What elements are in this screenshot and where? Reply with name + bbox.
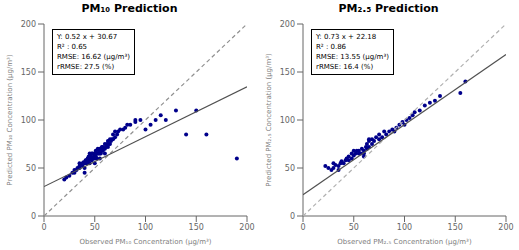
- svg-text:150: 150: [280, 68, 295, 77]
- svg-text:0: 0: [31, 212, 36, 221]
- svg-text:100: 100: [280, 116, 295, 125]
- svg-text:200: 200: [280, 20, 295, 29]
- svg-text:100: 100: [397, 223, 412, 232]
- svg-text:50: 50: [90, 223, 100, 232]
- svg-text:50: 50: [349, 223, 359, 232]
- html-text:R² : 0.65: R² : 0.65: [57, 43, 88, 51]
- html-text:Y: 0.73 x + 22.18: Y: 0.73 x + 22.18: [316, 33, 377, 41]
- svg-text:0: 0: [41, 223, 46, 232]
- svg-text:Predicted PM₂.₅ Concentration: Predicted PM₂.₅ Concentration (μg/m³): [265, 53, 273, 187]
- html-text:PM₂.₅ Prediction: PM₂.₅ Prediction: [338, 2, 439, 15]
- html-text:RMSE: 16.62 (μg/m³): RMSE: 16.62 (μg/m³): [57, 53, 130, 61]
- html-text:PM₁₀ Prediction: PM₁₀ Prediction: [81, 2, 178, 15]
- svg-text:0: 0: [300, 223, 305, 232]
- html-text:Y: 0.52 x + 30.67: Y: 0.52 x + 30.67: [57, 33, 118, 41]
- svg-text:150: 150: [21, 68, 36, 77]
- svg-text:Observed PM₁₀ Concentration (μ: Observed PM₁₀ Concentration (μg/m³): [79, 238, 211, 246]
- svg-text:200: 200: [498, 223, 511, 232]
- svg-text:150: 150: [448, 223, 463, 232]
- html-text:RMSE: 13.55 (μg/m³): RMSE: 13.55 (μg/m³): [316, 53, 389, 61]
- svg-text:50: 50: [26, 164, 36, 173]
- svg-text:200: 200: [21, 20, 36, 29]
- svg-text:Observed PM₂.₅ Concentration (: Observed PM₂.₅ Concentration (μg/m³): [337, 238, 472, 246]
- svg-text:Predicted PM₁₀ Concentration (: Predicted PM₁₀ Concentration (μg/m³): [8, 54, 14, 186]
- svg-text:200: 200: [239, 223, 254, 232]
- html-text:R² : 0.86: R² : 0.86: [316, 43, 347, 51]
- svg-text:0: 0: [290, 212, 295, 221]
- svg-text:100: 100: [138, 223, 153, 232]
- svg-text:150: 150: [189, 223, 204, 232]
- html-text:rRMSE: 16.4 (%): rRMSE: 16.4 (%): [316, 63, 374, 71]
- html-text:rRMSE: 27.5 (%): rRMSE: 27.5 (%): [57, 63, 115, 71]
- svg-text:100: 100: [21, 116, 36, 125]
- svg-text:50: 50: [285, 164, 295, 173]
